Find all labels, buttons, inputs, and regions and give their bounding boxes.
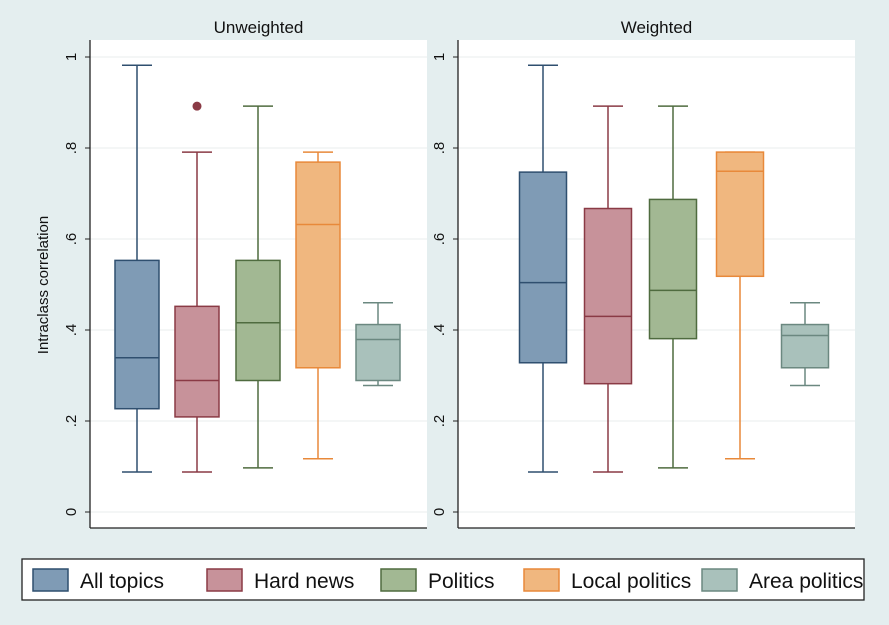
iqr-box bbox=[114, 259, 160, 410]
panel-unweighted: Unweighted 0 .2 .4 .6 .8 1 bbox=[63, 18, 427, 529]
box-hard-news bbox=[174, 101, 220, 473]
y-tick-label: .2 bbox=[431, 415, 448, 428]
y-axis-label: Intraclass correlation bbox=[35, 216, 52, 354]
legend-swatch bbox=[380, 568, 417, 592]
box-all-topics bbox=[114, 64, 160, 473]
box-hard-news bbox=[583, 105, 633, 473]
legend: All topics Hard news Politics Local politic… bbox=[21, 558, 865, 601]
iqr-box bbox=[355, 323, 401, 382]
legend-swatch bbox=[206, 568, 243, 592]
legend-label: All topics bbox=[80, 570, 164, 593]
legend-item: Politics bbox=[380, 568, 495, 593]
iqr-box bbox=[648, 198, 698, 340]
legend-swatch bbox=[701, 568, 738, 592]
box-politics bbox=[648, 105, 698, 469]
y-tick-label: .4 bbox=[63, 324, 80, 337]
iqr-box bbox=[518, 171, 568, 364]
y-tick-label: .2 bbox=[63, 415, 80, 428]
y-tick-label: .4 bbox=[431, 324, 448, 337]
panel-weighted: Weighted 0 .2 .4 .6 .8 1 bbox=[431, 18, 855, 529]
iqr-box bbox=[715, 151, 765, 278]
iqr-box bbox=[174, 305, 220, 418]
y-tick-label: .6 bbox=[431, 233, 448, 246]
legend-label: Area politics bbox=[749, 570, 863, 593]
iqr-box bbox=[583, 207, 633, 385]
iqr-box bbox=[780, 323, 830, 369]
box-local-politics bbox=[295, 151, 341, 460]
box-area-politics bbox=[780, 301, 830, 387]
legend-item: Hard news bbox=[206, 568, 354, 593]
legend-swatch bbox=[32, 568, 69, 592]
y-tick-label: 1 bbox=[431, 53, 448, 61]
legend-item: Area politics bbox=[701, 568, 863, 593]
panel-title: Weighted bbox=[621, 18, 693, 37]
legend-item: Local politics bbox=[523, 568, 691, 593]
box-politics bbox=[235, 105, 281, 469]
legend-label: Politics bbox=[428, 570, 495, 593]
y-tick-label: .8 bbox=[63, 142, 80, 155]
legend-item: All topics bbox=[32, 568, 164, 593]
outlier-point bbox=[192, 101, 202, 111]
legend-swatch bbox=[523, 568, 560, 592]
panel-title: Unweighted bbox=[214, 18, 304, 37]
y-tick-label: 1 bbox=[63, 53, 80, 61]
y-tick-label: .8 bbox=[431, 142, 448, 155]
box-area-politics bbox=[355, 301, 401, 387]
y-tick-label: 0 bbox=[431, 508, 448, 516]
iqr-box bbox=[295, 161, 341, 369]
iqr-box bbox=[235, 259, 281, 382]
legend-label: Hard news bbox=[254, 570, 354, 593]
box-local-politics bbox=[715, 151, 765, 460]
box-all-topics bbox=[518, 64, 568, 473]
y-tick-label: 0 bbox=[63, 508, 80, 516]
legend-label: Local politics bbox=[571, 570, 691, 593]
y-tick-label: .6 bbox=[63, 233, 80, 246]
